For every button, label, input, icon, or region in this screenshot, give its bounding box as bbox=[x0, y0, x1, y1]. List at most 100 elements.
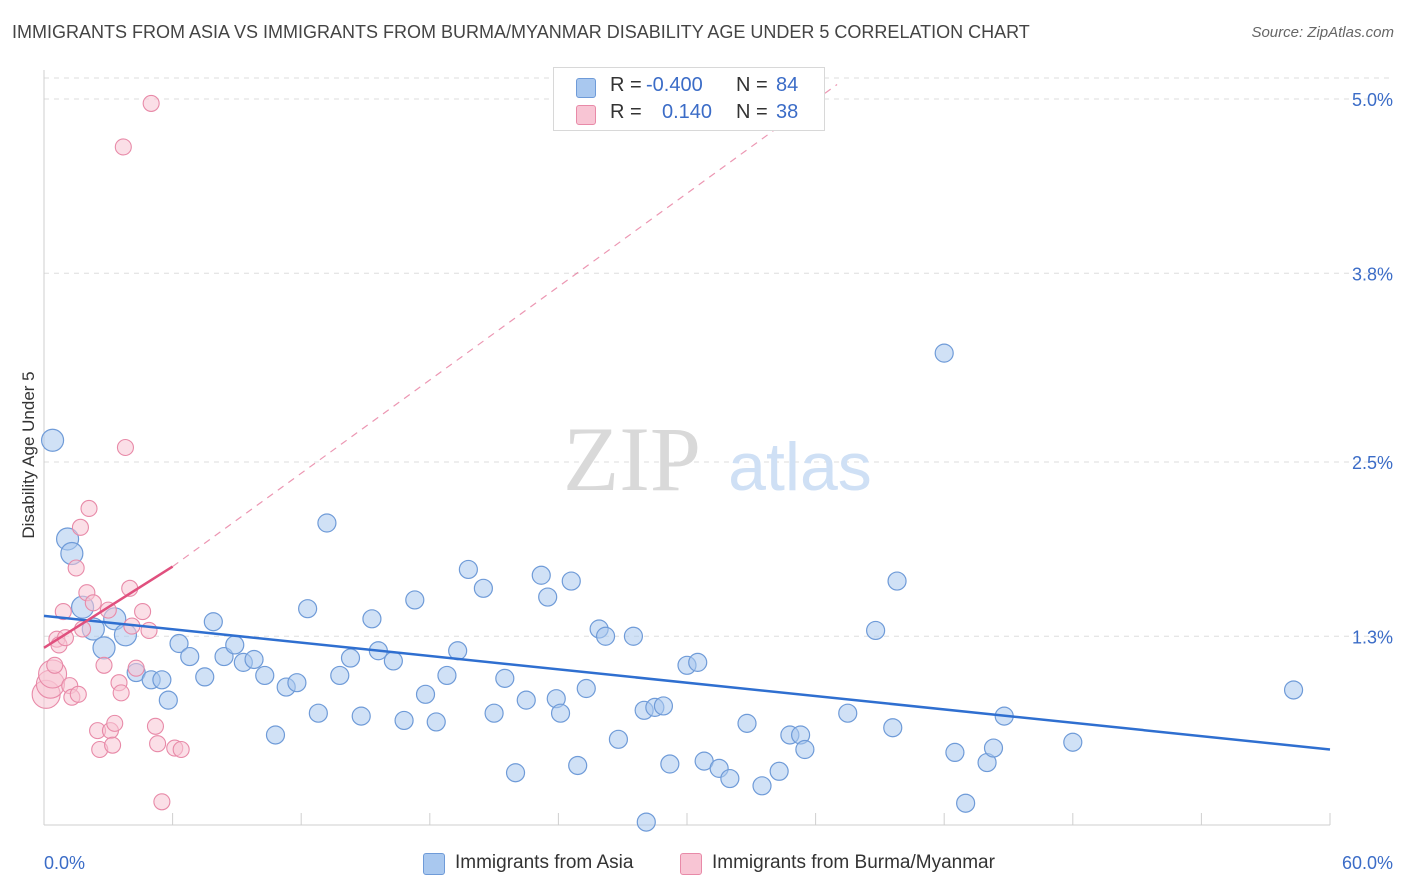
source-credit: Source: ZipAtlas.com bbox=[1251, 24, 1394, 41]
data-point-burma bbox=[146, 717, 165, 735]
data-point-asia bbox=[550, 703, 571, 723]
data-point-asia bbox=[983, 738, 1004, 758]
data-point-burma bbox=[172, 740, 190, 759]
data-point-burma bbox=[140, 621, 158, 639]
data-point-asia bbox=[505, 763, 526, 783]
series-burma-points bbox=[31, 94, 190, 811]
data-point-asia bbox=[287, 673, 307, 693]
data-point-asia bbox=[1283, 680, 1304, 700]
data-point-asia bbox=[737, 713, 757, 733]
trendline-burma-extension bbox=[172, 84, 838, 568]
correlation-legend: R = -0.400 N = 84 R = 0.140 N = 38 bbox=[553, 67, 825, 131]
data-point-asia bbox=[265, 725, 286, 745]
data-point-asia bbox=[458, 559, 478, 580]
tick-labels: 1.3% 2.5% 3.8% 5.0% 0.0% 60.0% bbox=[44, 90, 1393, 873]
legend-r-label: R = bbox=[610, 74, 642, 96]
watermark-zip: ZIP bbox=[563, 408, 701, 510]
data-point-asia bbox=[945, 742, 965, 763]
data-point-burma bbox=[104, 736, 122, 754]
data-point-asia bbox=[752, 776, 772, 796]
data-point-asia bbox=[437, 665, 457, 686]
data-point-burma bbox=[106, 714, 124, 732]
watermark: ZIP atlas bbox=[563, 408, 872, 510]
series-asia-points bbox=[40, 343, 1304, 832]
data-point-asia bbox=[405, 590, 425, 610]
data-point-asia bbox=[484, 703, 504, 723]
data-point-asia bbox=[608, 729, 629, 749]
data-point-asia bbox=[415, 684, 436, 704]
data-point-asia bbox=[426, 712, 446, 732]
y-tick-label: 3.8% bbox=[1352, 264, 1393, 284]
data-point-burma bbox=[134, 603, 152, 621]
data-point-asia bbox=[720, 768, 740, 789]
data-point-asia bbox=[225, 635, 245, 655]
bottom-legend-label-asia: Immigrants from Asia bbox=[455, 852, 634, 873]
data-point-asia bbox=[362, 609, 382, 629]
bottom-legend-swatch-burma bbox=[680, 853, 702, 875]
data-point-asia bbox=[169, 633, 189, 654]
legend-swatch-asia bbox=[576, 78, 596, 98]
data-point-burma bbox=[127, 659, 145, 677]
legend-r-value: -0.400 bbox=[646, 74, 703, 96]
x-tick-label: 0.0% bbox=[44, 853, 85, 873]
trendlines bbox=[43, 84, 1331, 751]
data-point-asia bbox=[887, 571, 907, 591]
chart-title: IMMIGRANTS FROM ASIA VS IMMIGRANTS FROM … bbox=[12, 22, 1030, 42]
data-point-burma bbox=[142, 94, 160, 112]
data-point-asia bbox=[40, 428, 65, 452]
data-point-asia bbox=[531, 565, 551, 585]
legend-n-value: 84 bbox=[776, 74, 799, 96]
trendline-asia bbox=[43, 614, 1331, 751]
data-point-asia bbox=[244, 649, 264, 670]
data-point-asia bbox=[576, 678, 596, 699]
data-point-asia bbox=[255, 665, 275, 686]
data-point-asia bbox=[317, 513, 337, 533]
data-point-burma bbox=[153, 793, 171, 811]
y-axis-label: Disability Age Under 5 bbox=[19, 371, 38, 538]
data-point-asia bbox=[203, 612, 223, 632]
legend-n-value: 38 bbox=[776, 101, 799, 123]
data-point-burma bbox=[54, 603, 72, 621]
data-point-asia bbox=[795, 739, 815, 760]
data-point-asia bbox=[538, 587, 558, 607]
data-point-burma bbox=[46, 656, 64, 674]
y-tick-label: 2.5% bbox=[1352, 453, 1393, 473]
data-point-burma bbox=[67, 559, 85, 577]
bottom-legend-swatch-asia bbox=[423, 853, 445, 875]
data-point-asia bbox=[516, 690, 536, 710]
data-point-asia bbox=[866, 620, 886, 641]
data-point-asia bbox=[568, 755, 588, 776]
data-point-asia bbox=[92, 636, 116, 660]
data-point-asia bbox=[688, 652, 708, 672]
data-point-burma bbox=[95, 656, 113, 674]
trendline-burma bbox=[43, 565, 174, 649]
y-tick-label: 1.3% bbox=[1352, 627, 1393, 647]
data-point-asia bbox=[298, 599, 318, 619]
legend-r-label: R = bbox=[610, 101, 642, 123]
data-point-asia bbox=[308, 703, 328, 723]
data-point-asia bbox=[769, 761, 789, 781]
grid-lines bbox=[44, 77, 1392, 637]
watermark-atlas: atlas bbox=[728, 429, 872, 505]
data-point-asia bbox=[180, 646, 200, 667]
data-point-burma bbox=[149, 735, 167, 753]
data-point-asia bbox=[934, 343, 954, 363]
data-point-asia bbox=[595, 626, 616, 646]
data-point-asia bbox=[838, 703, 858, 723]
data-point-burma bbox=[56, 629, 74, 647]
data-point-asia bbox=[561, 571, 581, 591]
data-point-asia bbox=[152, 670, 172, 690]
data-point-asia bbox=[660, 754, 680, 774]
data-point-burma bbox=[116, 438, 134, 457]
x-tick-label: 60.0% bbox=[1342, 853, 1393, 873]
bottom-legend-label-burma: Immigrants from Burma/Myanmar bbox=[712, 852, 995, 873]
data-point-burma bbox=[80, 499, 98, 518]
data-point-burma bbox=[69, 685, 87, 703]
data-point-asia bbox=[636, 812, 656, 832]
legend-n-label: N = bbox=[736, 74, 768, 96]
data-point-asia bbox=[158, 690, 178, 710]
data-point-asia bbox=[383, 651, 403, 671]
data-point-asia bbox=[653, 696, 674, 716]
y-tick-label: 5.0% bbox=[1352, 90, 1393, 110]
